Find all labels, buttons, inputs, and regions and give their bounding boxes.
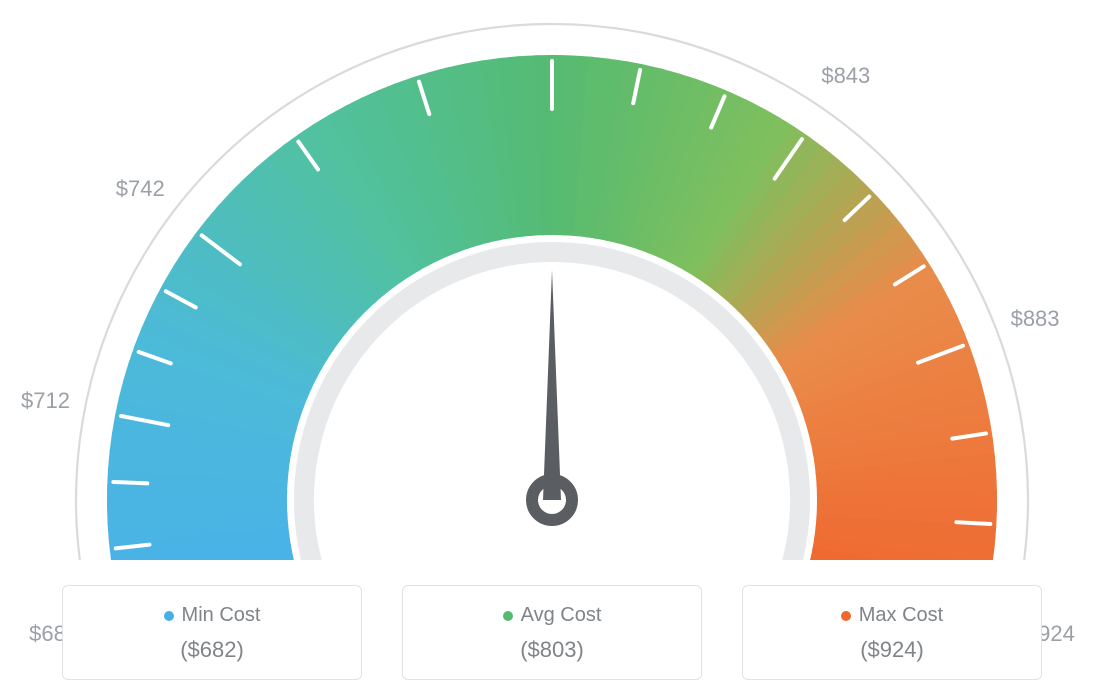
gauge-chart: $682$712$742$803$843$883$924: [0, 0, 1104, 560]
legend-label-max: Max Cost: [859, 604, 943, 626]
legend-box-avg: Avg Cost ($803): [402, 585, 702, 680]
legend-value-max: ($924): [753, 637, 1031, 663]
legend-value-avg: ($803): [413, 637, 691, 663]
legend-box-max: Max Cost ($924): [742, 585, 1042, 680]
gauge-tick-label: $883: [1011, 306, 1060, 332]
gauge-tick-label: $843: [821, 63, 870, 89]
gauge-tick-label: $712: [21, 388, 70, 414]
legend-dot-min: [164, 611, 174, 621]
legend-value-min: ($682): [73, 637, 351, 663]
legend-label-min: Min Cost: [182, 604, 261, 626]
legend-title-max: Max Cost: [753, 604, 1031, 627]
gauge-svg: [0, 0, 1104, 560]
gauge-tick-label: $742: [116, 176, 165, 202]
legend-dot-avg: [503, 611, 513, 621]
legend-title-min: Min Cost: [73, 604, 351, 627]
legend-box-min: Min Cost ($682): [62, 585, 362, 680]
legend-label-avg: Avg Cost: [521, 604, 602, 626]
legend-dot-max: [841, 611, 851, 621]
legend-title-avg: Avg Cost: [413, 604, 691, 627]
legend-row: Min Cost ($682) Avg Cost ($803) Max Cost…: [0, 585, 1104, 680]
